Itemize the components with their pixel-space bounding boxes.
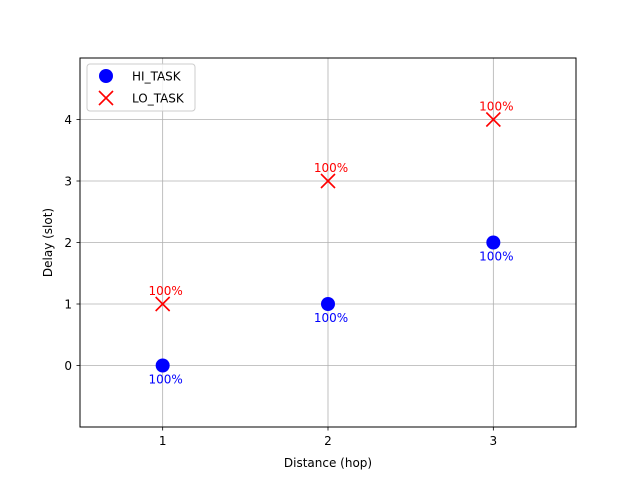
data-point	[155, 296, 171, 312]
legend-marker-x	[98, 90, 114, 106]
data-label: 100%	[479, 100, 513, 114]
x-tick-label: 1	[159, 434, 167, 448]
data-label: 100%	[314, 311, 348, 325]
legend-marker-circle	[99, 69, 113, 83]
legend-entry-label: HI_TASK	[132, 70, 182, 84]
data-point	[485, 111, 501, 128]
data-label: 100%	[149, 373, 183, 387]
legend: HI_TASK LO_TASK	[86, 63, 196, 112]
x-tick-label: 2	[324, 434, 332, 448]
y-tick-label: 1	[64, 298, 72, 312]
y-tick-label: 4	[64, 113, 72, 127]
data-point	[320, 173, 336, 189]
data-marks: 100% 100% 100% 100% 100% 100%	[149, 100, 514, 387]
data-point	[155, 358, 170, 373]
y-tick-label: 3	[64, 175, 72, 189]
data-label: 100%	[479, 250, 513, 264]
axis-ticks: 1 2 3 0 1 2 3 4	[64, 113, 497, 448]
y-axis-label: Delay (slot)	[41, 208, 55, 277]
x-tick-label: 3	[490, 434, 498, 448]
data-label: 100%	[314, 161, 348, 175]
legend-entry-label: LO_TASK	[132, 92, 185, 106]
x-axis-label: Distance (hop)	[284, 456, 372, 470]
data-point	[321, 297, 335, 311]
y-tick-label: 2	[64, 236, 72, 250]
data-label: 100%	[149, 284, 183, 298]
series-hi-task: 100% 100% 100%	[149, 235, 513, 387]
series-lo-task: 100% 100% 100%	[149, 100, 513, 312]
data-point	[486, 235, 501, 250]
y-tick-label: 0	[64, 359, 72, 373]
legend-box	[86, 63, 196, 112]
